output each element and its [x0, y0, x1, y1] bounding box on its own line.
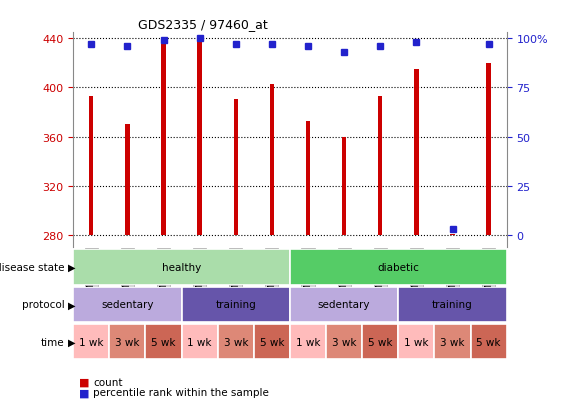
Text: 3 wk: 3 wk: [332, 337, 356, 347]
Bar: [378, 97, 382, 235]
Bar: [198, 39, 202, 235]
Text: training: training: [432, 299, 473, 310]
Bar: [162, 45, 166, 235]
Bar: [234, 99, 238, 235]
Bar: [89, 97, 93, 235]
Text: 5 wk: 5 wk: [368, 337, 392, 347]
Bar: [145, 324, 181, 359]
Bar: [109, 324, 145, 359]
Bar: [362, 324, 399, 359]
Text: 1 wk: 1 wk: [404, 337, 428, 347]
Bar: [471, 324, 507, 359]
Text: 1 wk: 1 wk: [296, 337, 320, 347]
Text: healthy: healthy: [162, 262, 201, 273]
Text: count: count: [93, 377, 122, 387]
Bar: [435, 324, 471, 359]
Bar: [270, 85, 274, 235]
Text: GDS2335 / 97460_at: GDS2335 / 97460_at: [138, 17, 268, 31]
Bar: [450, 234, 455, 235]
Bar: [181, 287, 290, 322]
Bar: [414, 70, 418, 235]
Text: 3 wk: 3 wk: [440, 337, 465, 347]
Text: ■: ■: [79, 387, 90, 397]
Text: ▶: ▶: [68, 299, 75, 310]
Bar: [306, 121, 310, 235]
Bar: [125, 125, 129, 235]
Text: training: training: [216, 299, 256, 310]
Text: disease state: disease state: [0, 262, 65, 273]
Bar: [73, 287, 181, 322]
Text: 5 wk: 5 wk: [260, 337, 284, 347]
Bar: [486, 64, 491, 235]
Bar: [342, 138, 346, 235]
Bar: [73, 324, 109, 359]
Text: 1 wk: 1 wk: [79, 337, 104, 347]
Text: sedentary: sedentary: [318, 299, 370, 310]
Bar: [181, 324, 218, 359]
Text: ▶: ▶: [68, 262, 75, 273]
Text: 3 wk: 3 wk: [224, 337, 248, 347]
Text: time: time: [41, 337, 65, 347]
Bar: [290, 250, 507, 285]
Text: protocol: protocol: [22, 299, 65, 310]
Text: percentile rank within the sample: percentile rank within the sample: [93, 387, 269, 397]
Text: 3 wk: 3 wk: [115, 337, 140, 347]
Text: diabetic: diabetic: [377, 262, 419, 273]
Text: ▶: ▶: [68, 337, 75, 347]
Bar: [326, 324, 362, 359]
Bar: [290, 324, 326, 359]
Text: ■: ■: [79, 377, 90, 387]
Bar: [399, 287, 507, 322]
Text: 5 wk: 5 wk: [151, 337, 176, 347]
Text: 1 wk: 1 wk: [187, 337, 212, 347]
Text: 5 wk: 5 wk: [476, 337, 501, 347]
Bar: [254, 324, 290, 359]
Text: sedentary: sedentary: [101, 299, 154, 310]
Bar: [73, 250, 290, 285]
Bar: [399, 324, 435, 359]
Bar: [218, 324, 254, 359]
Bar: [290, 287, 399, 322]
